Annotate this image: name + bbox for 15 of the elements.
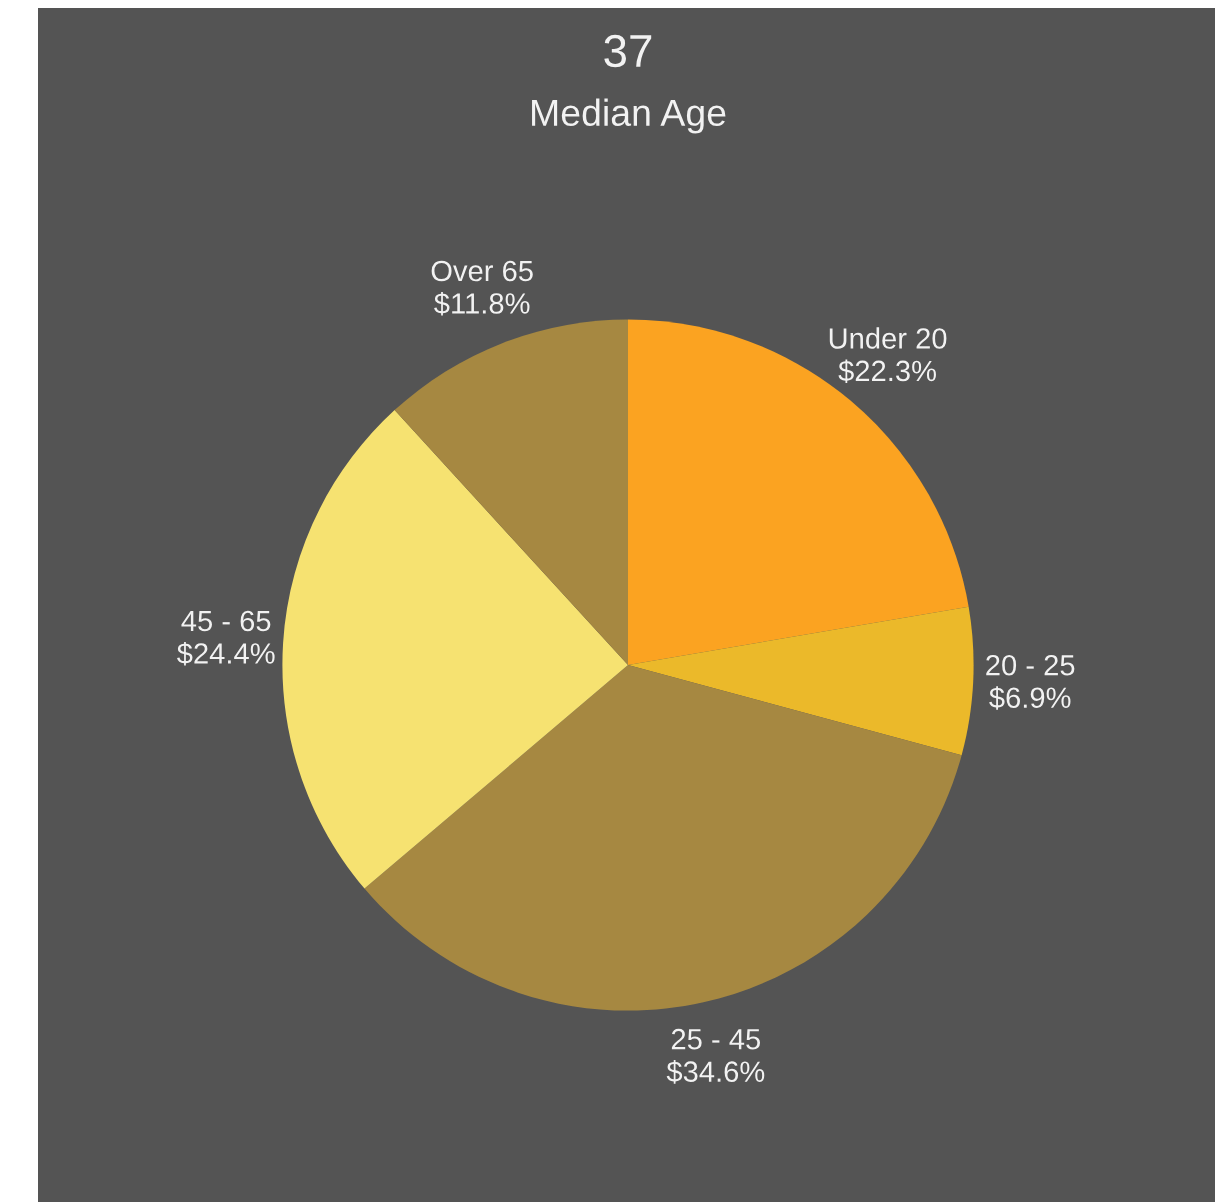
pie-slice (628, 319, 969, 665)
chart-title: 37 (604, 34, 652, 68)
data-label: $11.8% (434, 291, 530, 316)
data-label: $34.6% (666, 1060, 765, 1084)
chart-subtitle: Median Age (532, 98, 726, 134)
slice-label: Under 20 (829, 327, 947, 349)
data-label: $24.4% (177, 641, 275, 666)
pie-slice (628, 606, 974, 756)
slice-label: Over 65 (431, 260, 533, 282)
data-label: $22.3% (838, 359, 936, 384)
slice-label: 25 - 45 (671, 1028, 761, 1050)
slice-label: 20 - 25 (986, 654, 1075, 676)
data-label: $6.9% (989, 686, 1071, 710)
slice-label: 45 - 65 (181, 610, 271, 632)
pie-slice (282, 410, 628, 889)
